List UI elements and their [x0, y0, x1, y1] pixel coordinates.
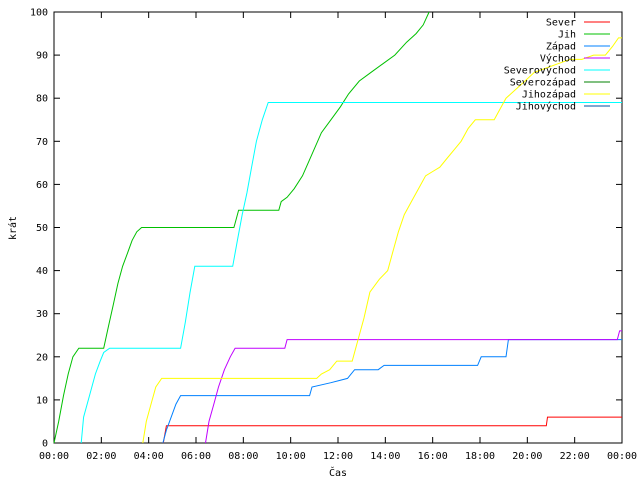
- x-tick-label: 22:00: [560, 451, 590, 462]
- y-tick-label: 60: [36, 180, 48, 191]
- y-tick-label: 10: [36, 395, 48, 406]
- y-tick-label: 80: [36, 94, 48, 105]
- x-tick-label: 06:00: [181, 451, 211, 462]
- legend-label: Západ: [546, 41, 576, 53]
- series-line: [142, 37, 622, 444]
- legend-label: Východ: [540, 53, 576, 65]
- y-tick-label: 0: [42, 439, 48, 450]
- x-tick-label: 04:00: [134, 451, 164, 462]
- x-tick-label: 12:00: [323, 451, 353, 462]
- x-tick-label: 18:00: [465, 451, 495, 462]
- x-tick-label: 02:00: [86, 451, 116, 462]
- y-axis: 0 10 20 30 40 50 60 70 80 90 100: [30, 8, 622, 450]
- y-tick-label: 70: [36, 137, 48, 148]
- series-line: [53, 11, 430, 444]
- y-tick-label: 50: [36, 223, 48, 234]
- series-line: [205, 330, 622, 444]
- x-tick-label: 10:00: [276, 451, 306, 462]
- y-axis-label: krát: [7, 216, 19, 240]
- y-tick-label: 40: [36, 266, 48, 277]
- y-tick-label: 20: [36, 352, 48, 363]
- x-axis: 00:00 02:00 04:00 06:00 08:00 10:00 12:00 14:00…: [39, 12, 637, 462]
- legend-label: Sever: [546, 18, 576, 29]
- legend: SeverJihZápadVýchodSeverovýchodSeverozáp…: [504, 18, 610, 113]
- x-tick-label: 20:00: [512, 451, 542, 462]
- series-lines: [53, 11, 622, 444]
- series-line: [162, 416, 622, 444]
- y-tick-label: 100: [30, 8, 48, 19]
- x-tick-label: 14:00: [370, 451, 400, 462]
- legend-label: Jihovýchod: [516, 101, 576, 113]
- y-tick-label: 30: [36, 309, 48, 320]
- y-tick-label: 90: [36, 51, 48, 62]
- x-tick-label: 00:00: [607, 451, 637, 462]
- x-tick-label: 00:00: [39, 451, 69, 462]
- legend-label: Severovýchod: [504, 65, 576, 77]
- x-tick-label: 08:00: [228, 451, 258, 462]
- legend-label: Severozápad: [510, 77, 576, 89]
- series-line: [80, 102, 622, 444]
- x-axis-label: Čas: [329, 466, 347, 479]
- legend-label: Jih: [558, 30, 576, 41]
- series-line: [162, 339, 622, 444]
- legend-label: Jihozápad: [522, 89, 576, 101]
- x-tick-label: 16:00: [418, 451, 448, 462]
